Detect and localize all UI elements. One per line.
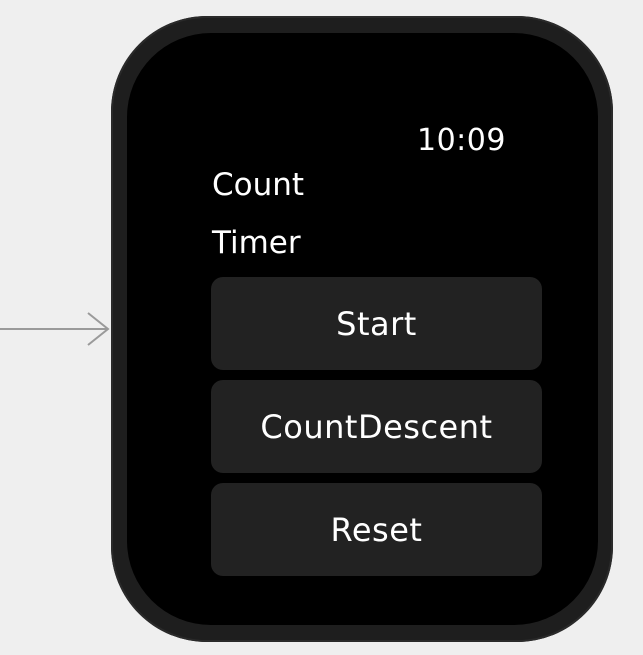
count-label: Count (212, 167, 305, 203)
timer-label: Timer (212, 225, 301, 261)
count-descent-button[interactable]: CountDescent (211, 380, 542, 473)
entry-point-arrow-icon (0, 312, 110, 346)
start-button[interactable]: Start (211, 277, 542, 370)
status-time: 10:09 (417, 123, 506, 158)
watch-frame: 10:09 Count Timer Start CountDescent Res… (111, 16, 613, 642)
watch-screen: 10:09 Count Timer Start CountDescent Res… (127, 33, 598, 625)
reset-button[interactable]: Reset (211, 483, 542, 576)
